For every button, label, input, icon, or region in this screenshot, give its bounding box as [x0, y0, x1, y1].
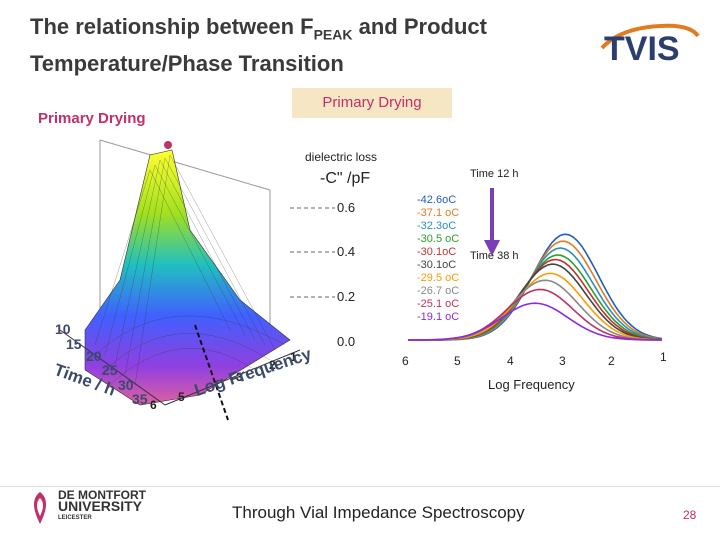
- legend-item: -32.3oC: [417, 220, 457, 232]
- series-line: [408, 247, 663, 341]
- freq-tick-3d: 5: [178, 390, 185, 404]
- freq-tick-3d: 6: [150, 398, 157, 412]
- footer-divider: [0, 486, 720, 487]
- x-tick: 2: [608, 354, 615, 368]
- time-tick: 35: [132, 391, 148, 407]
- x-tick: 5: [454, 354, 461, 368]
- dmu-wordmark: DE MONTFORT UNIVERSITY LEICESTER: [58, 488, 146, 521]
- footer-text: Through Vial Impedance Spectroscopy: [232, 503, 525, 522]
- legend-item: -25.1 oC: [417, 298, 460, 310]
- freq-tick-3d: 1: [290, 350, 297, 364]
- x-tick: 6: [402, 354, 409, 368]
- surface-plot: [0, 130, 330, 435]
- time-tick: 20: [86, 348, 102, 364]
- time-arrow: [484, 188, 500, 256]
- x-tick: 3: [559, 354, 566, 368]
- y-tick: 0.2: [337, 289, 356, 304]
- time-tick: 25: [102, 362, 118, 378]
- chart-title: dielectric loss: [305, 150, 378, 164]
- page-number: 28: [683, 508, 697, 522]
- annotation-time-38: Time 38 h: [470, 250, 519, 262]
- time-tick: 30: [118, 377, 134, 393]
- legend-item: -37.1 oC: [417, 207, 460, 219]
- time-tick: 15: [66, 336, 82, 352]
- freq-tick-3d: 3: [236, 370, 243, 384]
- temperature-legend: -42.6oC -37.1 oC -32.3oC -30.5 oC -30.1o…: [417, 194, 459, 324]
- time-tick: 10: [55, 321, 71, 337]
- primary-drying-label: Primary Drying: [38, 110, 146, 127]
- primary-drying-box: Primary Drying: [292, 88, 452, 118]
- legend-item: -30.5 oC: [417, 233, 460, 245]
- y-axis-label: -C" /pF: [320, 170, 371, 187]
- legend-item: -30.1oC: [417, 259, 457, 271]
- dmu-crest-icon: [28, 490, 52, 531]
- x-tick: 4: [507, 354, 514, 368]
- legend-item: -42.6oC: [417, 194, 457, 206]
- freq-tick-3d: 2: [269, 358, 276, 372]
- series-line: [408, 302, 662, 341]
- legend-item: -26.7 oC: [417, 285, 460, 297]
- series-line: [408, 254, 663, 341]
- series-line: [408, 233, 663, 341]
- svg-text:TVIS: TVIS: [604, 30, 680, 64]
- x-tick: 1: [660, 350, 667, 364]
- tvis-logo: TVIS: [600, 18, 700, 69]
- x-axis-label: Log Frequency: [488, 377, 575, 392]
- line-chart: [408, 233, 663, 341]
- y-guide-lines: [290, 207, 335, 298]
- y-tick: 0.0: [337, 334, 356, 349]
- legend-item: -19.1 oC: [417, 311, 460, 323]
- y-tick: 0.4: [337, 244, 356, 259]
- y-tick: 0.6: [337, 200, 356, 215]
- legend-item: -30.1oC: [417, 246, 457, 258]
- slide-title: The relationship between FPEAK and Produ…: [30, 14, 487, 77]
- annotation-time-12: Time 12 h: [470, 168, 519, 180]
- legend-item: -29.5 oC: [417, 272, 460, 284]
